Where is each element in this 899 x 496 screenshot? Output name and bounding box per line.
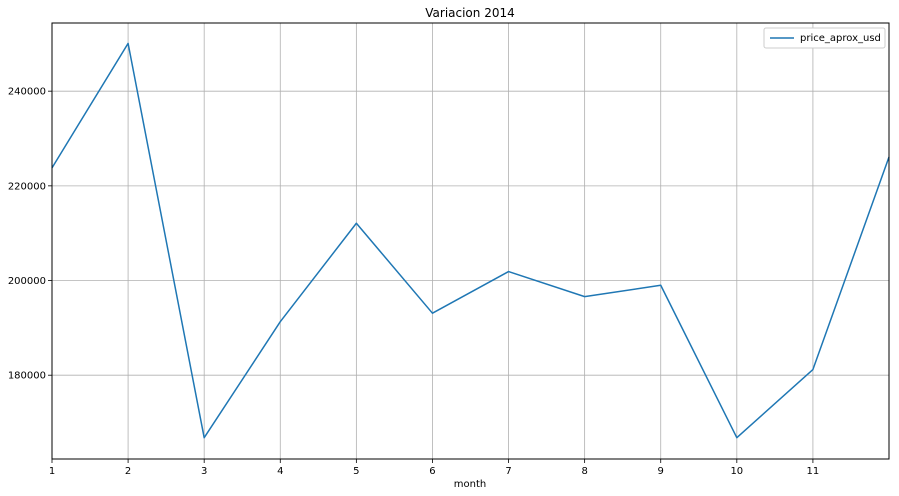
y-tick-label: 200000 xyxy=(8,276,46,287)
y-axis-ticks: 180000 200000 220000 240000 xyxy=(8,87,52,382)
y-tick-label: 240000 xyxy=(8,87,46,98)
x-axis-label: month xyxy=(454,479,486,490)
series-lines xyxy=(51,42,890,439)
legend: price_aprox_usd xyxy=(763,27,886,49)
x-tick-label: 5 xyxy=(353,466,359,477)
plot-frame xyxy=(51,22,890,460)
x-tick-label: 10 xyxy=(730,466,743,477)
grid-lines xyxy=(51,23,889,459)
legend-label: price_aprox_usd xyxy=(800,33,881,44)
series-line-price-aprox-usd xyxy=(51,42,890,439)
legend-box xyxy=(763,27,886,49)
x-tick-label: 3 xyxy=(201,466,207,477)
x-tick-label: 4 xyxy=(277,466,283,477)
x-tick-label: 9 xyxy=(658,466,664,477)
x-tick-label: 11 xyxy=(807,466,820,477)
x-tick-label: 6 xyxy=(429,466,435,477)
y-tick-label: 180000 xyxy=(8,371,46,382)
x-tick-label: 1 xyxy=(49,466,55,477)
chart-title: Variacion 2014 xyxy=(425,6,514,20)
x-tick-label: 8 xyxy=(581,466,587,477)
x-tick-label: 7 xyxy=(505,466,511,477)
y-tick-label: 220000 xyxy=(8,181,46,192)
x-tick-label: 2 xyxy=(125,466,131,477)
x-axis-ticks: 1 2 3 4 5 6 7 8 9 10 11 xyxy=(49,459,819,477)
